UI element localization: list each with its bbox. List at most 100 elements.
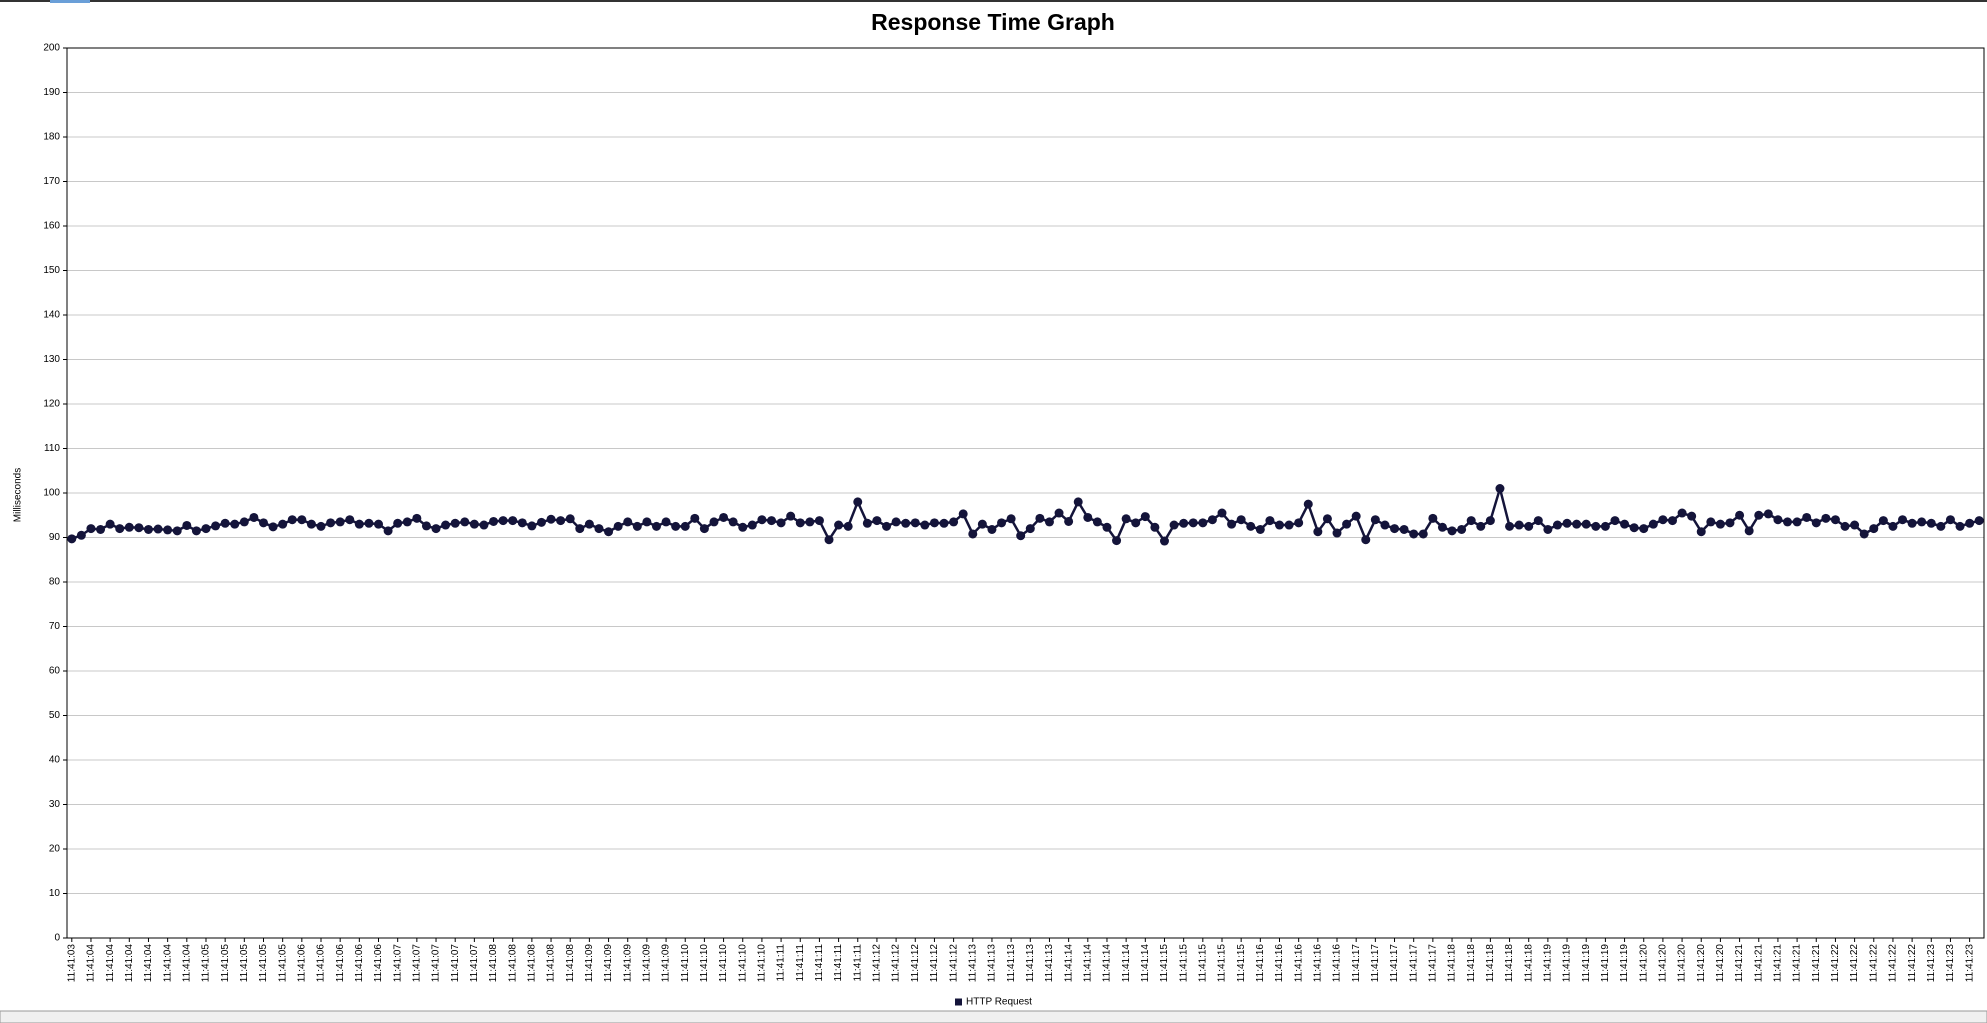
data-point bbox=[1016, 531, 1026, 541]
y-tick-label: 150 bbox=[43, 265, 60, 276]
data-point bbox=[594, 524, 604, 534]
data-point bbox=[1246, 521, 1256, 531]
data-point bbox=[1763, 509, 1773, 519]
data-point bbox=[96, 524, 106, 534]
data-point bbox=[728, 517, 738, 527]
data-point bbox=[1754, 510, 1764, 520]
x-tick-label: 11:41:04 bbox=[181, 944, 192, 983]
data-point bbox=[1255, 524, 1265, 534]
data-point bbox=[1035, 513, 1045, 523]
y-axis-label: Milliseconds bbox=[13, 468, 24, 522]
x-tick-label: 11:41:21 bbox=[1792, 944, 1803, 983]
x-tick-label: 11:41:04 bbox=[124, 944, 135, 983]
data-point bbox=[1936, 521, 1946, 531]
data-point bbox=[1332, 528, 1342, 538]
data-point bbox=[891, 517, 901, 527]
x-tick-label: 11:41:06 bbox=[354, 944, 365, 983]
data-point bbox=[1150, 522, 1160, 532]
data-point bbox=[1121, 514, 1131, 524]
data-point bbox=[268, 522, 278, 532]
x-tick-label: 11:41:07 bbox=[411, 944, 422, 983]
x-tick-label: 11:41:17 bbox=[1389, 944, 1400, 983]
data-point bbox=[1361, 535, 1371, 545]
data-point bbox=[258, 518, 268, 528]
data-point bbox=[1687, 511, 1697, 521]
data-point bbox=[460, 517, 470, 527]
x-tick-label: 11:41:13 bbox=[987, 944, 998, 983]
x-tick-label: 11:41:18 bbox=[1523, 944, 1534, 983]
x-tick-label: 11:41:20 bbox=[1658, 944, 1669, 983]
x-tick-label: 11:41:17 bbox=[1370, 944, 1381, 983]
x-tick-label: 11:41:08 bbox=[527, 944, 538, 983]
x-tick-label: 11:41:10 bbox=[757, 944, 768, 983]
y-tick-label: 170 bbox=[43, 176, 60, 187]
data-point bbox=[306, 519, 316, 529]
x-tick-label: 11:41:18 bbox=[1447, 944, 1458, 983]
data-point bbox=[1025, 524, 1035, 534]
data-point bbox=[747, 520, 757, 530]
y-tick-label: 40 bbox=[49, 755, 61, 766]
data-point bbox=[1581, 519, 1591, 529]
data-point bbox=[776, 518, 786, 528]
x-tick-label: 11:41:16 bbox=[1274, 944, 1285, 983]
x-tick-label: 11:41:14 bbox=[1102, 944, 1113, 983]
data-point bbox=[1370, 515, 1380, 525]
x-tick-label: 11:41:23 bbox=[1945, 944, 1956, 983]
x-tick-label: 11:41:17 bbox=[1351, 944, 1362, 983]
data-point bbox=[1783, 517, 1793, 527]
data-point bbox=[412, 513, 422, 523]
data-point bbox=[297, 515, 307, 525]
data-point bbox=[546, 514, 556, 524]
data-point bbox=[1380, 520, 1390, 530]
data-point bbox=[1044, 517, 1054, 527]
x-tick-label: 11:41:05 bbox=[220, 944, 231, 983]
y-tick-label: 60 bbox=[49, 666, 61, 677]
x-tick-label: 11:41:20 bbox=[1715, 944, 1726, 983]
data-point bbox=[958, 509, 968, 519]
data-point bbox=[690, 513, 700, 523]
x-tick-label: 11:41:20 bbox=[1677, 944, 1688, 983]
x-tick-label: 11:41:19 bbox=[1600, 944, 1611, 983]
y-tick-label: 100 bbox=[43, 488, 60, 499]
data-point bbox=[719, 512, 729, 522]
y-tick-label: 10 bbox=[49, 888, 61, 899]
data-point bbox=[651, 521, 661, 531]
data-point bbox=[143, 524, 153, 534]
data-point bbox=[489, 516, 499, 526]
data-point bbox=[163, 525, 173, 535]
data-point bbox=[1102, 522, 1112, 532]
data-point bbox=[738, 522, 748, 532]
data-point bbox=[527, 521, 537, 531]
data-point bbox=[968, 529, 978, 539]
y-tick-label: 180 bbox=[43, 132, 60, 143]
data-point bbox=[1715, 519, 1725, 529]
data-point bbox=[1054, 508, 1064, 518]
data-point bbox=[76, 530, 86, 540]
data-point bbox=[1888, 521, 1898, 531]
x-tick-label: 11:41:11 bbox=[852, 944, 863, 982]
y-tick-label: 130 bbox=[43, 354, 60, 365]
data-point bbox=[1821, 513, 1831, 523]
data-point bbox=[1677, 508, 1687, 518]
x-tick-label: 11:41:12 bbox=[910, 944, 921, 983]
data-point bbox=[1552, 520, 1562, 530]
data-point bbox=[1533, 516, 1543, 526]
x-tick-label: 11:41:05 bbox=[277, 944, 288, 983]
data-point bbox=[508, 516, 518, 526]
data-point bbox=[364, 518, 374, 528]
data-point bbox=[556, 516, 566, 526]
data-point bbox=[1629, 523, 1639, 533]
data-point bbox=[1313, 527, 1323, 537]
x-tick-label: 11:41:04 bbox=[105, 944, 116, 983]
data-point bbox=[1447, 526, 1457, 536]
data-point bbox=[1802, 512, 1812, 522]
x-tick-label: 11:41:04 bbox=[86, 944, 97, 983]
x-tick-label: 11:41:22 bbox=[1907, 944, 1918, 983]
x-tick-label: 11:41:22 bbox=[1830, 944, 1841, 983]
x-tick-label: 11:41:13 bbox=[1006, 944, 1017, 983]
data-point bbox=[1735, 510, 1745, 520]
data-point bbox=[1179, 518, 1189, 528]
x-tick-label: 11:41:12 bbox=[891, 944, 902, 983]
data-point bbox=[901, 518, 911, 528]
data-point bbox=[805, 517, 815, 527]
